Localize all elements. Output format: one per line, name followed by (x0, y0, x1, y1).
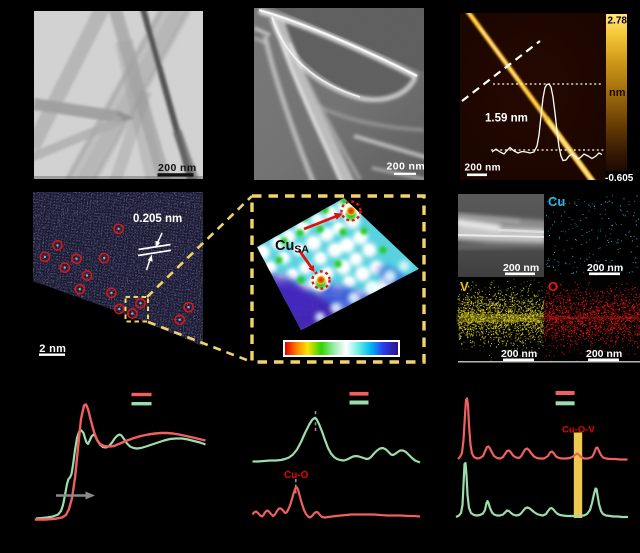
svg-text:Cu: Cu (548, 194, 565, 209)
svg-text:V: V (460, 279, 469, 294)
svg-text:-0.605: -0.605 (605, 173, 634, 183)
svg-text:Cu-O-V: Cu-O-V (562, 425, 595, 436)
svg-text:0.205 nm: 0.205 nm (133, 213, 182, 225)
svg-text:200 nm: 200 nm (158, 162, 197, 174)
svg-text:nm: nm (609, 87, 626, 99)
svg-text:2 nm: 2 nm (39, 343, 66, 355)
svg-text:2.78: 2.78 (608, 16, 628, 27)
svg-text:200 nm: 200 nm (586, 348, 622, 360)
svg-text:Cu-O: Cu-O (284, 470, 309, 481)
svg-text:200 nm: 200 nm (503, 262, 539, 274)
svg-text:200 nm: 200 nm (587, 262, 623, 274)
svg-text:200 nm: 200 nm (387, 160, 425, 172)
svg-text:1.59 nm: 1.59 nm (485, 113, 528, 125)
svg-text:O: O (548, 279, 558, 294)
svg-text:200 nm: 200 nm (465, 163, 501, 174)
svg-text:200 nm: 200 nm (501, 348, 537, 360)
